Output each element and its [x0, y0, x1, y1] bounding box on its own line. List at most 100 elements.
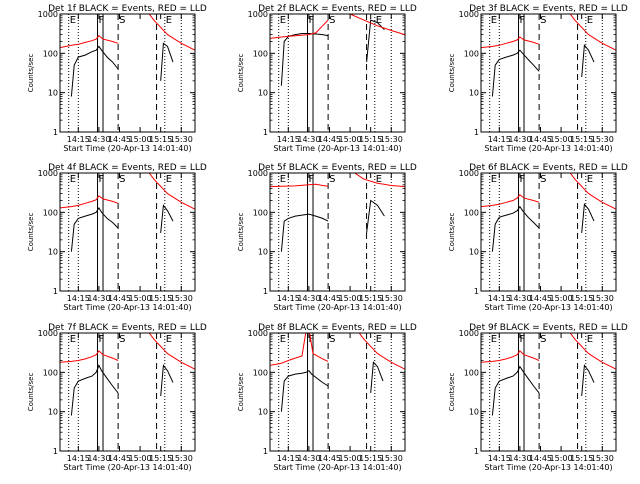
time-marker-label: E [166, 15, 172, 26]
x-axis-label: Start Time (20-Apr-13 14:01:40) [273, 144, 401, 153]
events-series-line [160, 364, 174, 397]
y-tick-label: 100 [464, 49, 479, 58]
chart-title: Det 2f BLACK = Events, RED = LLD [258, 4, 417, 14]
x-tick-label: 15:30 [591, 135, 614, 144]
x-tick-label: 15:00 [339, 135, 362, 144]
time-marker-label: E [376, 334, 382, 345]
time-marker-label: E [166, 174, 172, 185]
x-tick-label: 14:45 [529, 294, 552, 303]
chart-title: Det 8f BLACK = Events, RED = LLD [258, 323, 417, 333]
time-marker-label: E [491, 334, 497, 345]
time-marker-label: F [520, 174, 526, 185]
y-tick-label: 1000 [248, 169, 268, 178]
x-tick-label: 14:45 [529, 454, 552, 463]
lld-series-line [569, 14, 616, 51]
chart-title: Det 1f BLACK = Events, RED = LLD [48, 4, 207, 14]
y-tick-label: 1 [263, 128, 268, 137]
events-series-line [160, 204, 174, 233]
events-series-line [366, 199, 385, 233]
x-tick-label: 14:45 [108, 294, 131, 303]
x-tick-label: 14:15 [488, 135, 511, 144]
time-marker-label: F [309, 15, 315, 26]
lld-series-line [270, 19, 329, 39]
x-tick-label: 15:30 [170, 454, 193, 463]
y-tick-label: 100 [43, 49, 58, 58]
x-axis-label: Start Time (20-Apr-13 14:01:40) [273, 303, 401, 312]
lld-series-line [569, 173, 616, 210]
time-marker-label: E [70, 15, 76, 26]
time-marker-label: E [70, 174, 76, 185]
y-axis-label: Counts/sec [448, 54, 456, 93]
events-series-line [581, 44, 595, 78]
plot-frame [480, 172, 617, 292]
lld-series-line [60, 34, 119, 49]
x-tick-label: 14:30 [87, 294, 110, 303]
time-marker-label: F [99, 174, 105, 185]
events-series-line [160, 42, 174, 81]
y-tick-label: 10 [258, 248, 268, 257]
time-marker-label: F [99, 15, 105, 26]
x-tick-label: 15:00 [129, 294, 152, 303]
chart-panel: Det 8f BLACK = Events, RED = LLD Counts/s… [237, 323, 417, 472]
chart-title: Det 6f BLACK = Events, RED = LLD [469, 163, 628, 173]
x-tick-label: 15:00 [550, 135, 573, 144]
x-axis-label: Start Time (20-Apr-13 14:01:40) [484, 303, 612, 312]
events-series-line [280, 33, 329, 86]
x-tick-label: 14:30 [508, 454, 531, 463]
y-tick-label: 1000 [248, 329, 268, 338]
events-series-line [70, 364, 119, 416]
time-marker-label: S [329, 174, 335, 185]
y-tick-label: 1000 [459, 169, 479, 178]
plot-frame [59, 13, 196, 133]
time-marker-label: E [280, 174, 286, 185]
x-tick-label: 15:00 [129, 135, 152, 144]
x-tick-label: 14:45 [108, 135, 131, 144]
chart-panel: Det 2f BLACK = Events, RED = LLD Counts/s… [237, 4, 417, 153]
series-group [270, 14, 405, 86]
time-marker-label: E [280, 15, 286, 26]
time-marker-label: E [587, 174, 593, 185]
x-tick-label: 15:15 [570, 135, 593, 144]
y-tick-label: 1 [474, 128, 479, 137]
x-tick-label: 14:30 [508, 135, 531, 144]
x-tick-label: 14:30 [508, 294, 531, 303]
series-group [481, 333, 616, 416]
x-tick-label: 15:30 [170, 294, 193, 303]
lld-series-line [481, 36, 540, 49]
time-marker-label: S [540, 174, 546, 185]
y-tick-label: 10 [258, 89, 268, 98]
x-tick-label: 14:30 [87, 454, 110, 463]
y-tick-label: 100 [253, 208, 268, 217]
y-tick-label: 1 [474, 447, 479, 456]
time-marker-label: S [119, 174, 125, 185]
y-tick-label: 10 [469, 408, 479, 417]
x-tick-label: 15:15 [359, 294, 382, 303]
time-marker-label: S [119, 15, 125, 26]
x-axis-label: Start Time (20-Apr-13 14:01:40) [484, 463, 612, 472]
chart-panel: Det 6f BLACK = Events, RED = LLD Counts/s… [448, 163, 628, 312]
x-tick-label: 15:15 [359, 454, 382, 463]
plot-frame [59, 172, 196, 292]
time-marker-label: E [491, 15, 497, 26]
events-series-line [370, 361, 384, 393]
plot-frame [269, 172, 406, 292]
time-marker-label: S [119, 334, 125, 345]
y-tick-label: 1000 [459, 10, 479, 19]
y-tick-label: 10 [258, 408, 268, 417]
series-group [481, 14, 616, 97]
x-axis-label: Start Time (20-Apr-13 14:01:40) [63, 463, 191, 472]
x-tick-label: 15:00 [550, 294, 573, 303]
lld-series-line [60, 350, 119, 363]
y-tick-label: 1000 [38, 169, 58, 178]
y-axis-label: Counts/sec [27, 54, 35, 93]
x-tick-label: 14:45 [529, 135, 552, 144]
events-series-line [581, 203, 595, 233]
events-series-line [280, 213, 329, 252]
x-tick-label: 15:15 [149, 294, 172, 303]
y-tick-label: 100 [43, 208, 58, 217]
lld-series-line [353, 173, 405, 188]
chart-panel: Det 4f BLACK = Events, RED = LLD Counts/s… [27, 163, 207, 312]
time-marker-label: F [520, 15, 526, 26]
lld-series-line [270, 333, 329, 366]
y-tick-label: 1000 [459, 329, 479, 338]
